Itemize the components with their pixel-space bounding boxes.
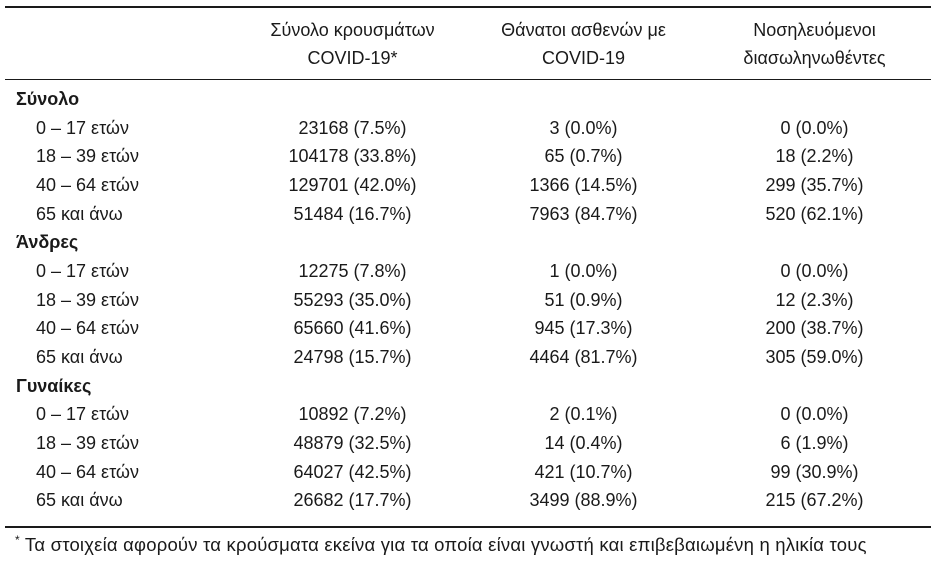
deaths-value: 945 (17.3%): [534, 318, 633, 339]
header-deaths-line2: COVID-19: [541, 48, 626, 68]
age-group-label: 40 – 64 ετών: [36, 461, 139, 482]
cases-value: 65660 (41.6%): [293, 318, 412, 339]
table-row: 18 – 39 ετών 48879 (32.5%) 14 (0.4%) 6 (…: [5, 429, 931, 458]
age-group-label: 40 – 64 ετών: [36, 318, 139, 339]
deaths-value: 1 (0.0%): [549, 260, 618, 281]
header-intubated-line2: διασωληνωθέντες: [743, 48, 886, 68]
intubated-value: 520 (62.1%): [765, 203, 864, 224]
intubated-value: 99 (30.9%): [770, 461, 859, 482]
table-row: 65 και άνω 51484 (16.7%) 7963 (84.7%) 52…: [5, 200, 931, 229]
table-row: 0 – 17 ετών 12275 (7.8%) 1 (0.0%) 0 (0.0…: [5, 257, 931, 286]
age-group-label: 65 και άνω: [36, 347, 123, 368]
table-row: 40 – 64 ετών 64027 (42.5%) 421 (10.7%) 9…: [5, 458, 931, 487]
section-header-row: Σύνολο: [5, 85, 931, 114]
footnote-asterisk-marker: *: [15, 533, 20, 548]
cases-value: 104178 (33.8%): [288, 146, 417, 167]
cases-value: 23168 (7.5%): [298, 117, 407, 138]
cases-value: 12275 (7.8%): [298, 260, 407, 281]
header-cell-cases: Σύνολο κρουσμάτων COVID-19*: [237, 16, 468, 72]
header-deaths-line1: Θάνατοι ασθενών με: [501, 20, 666, 40]
table-row: 18 – 39 ετών 104178 (33.8%) 65 (0.7%) 18…: [5, 142, 931, 171]
table-row: 40 – 64 ετών 65660 (41.6%) 945 (17.3%) 2…: [5, 315, 931, 344]
cases-value: 26682 (17.7%): [293, 490, 412, 511]
header-intubated-line1: Νοσηλευόμενοι: [753, 20, 876, 40]
deaths-value: 4464 (81.7%): [529, 347, 638, 368]
report-page: { "table": { "columns": [ { "label_line1…: [0, 6, 938, 585]
cases-value: 51484 (16.7%): [293, 203, 412, 224]
cases-value: 129701 (42.0%): [288, 174, 417, 195]
age-group-label: 18 – 39 ετών: [36, 146, 139, 167]
intubated-value: 12 (2.3%): [775, 289, 854, 310]
cases-value: 48879 (32.5%): [293, 433, 412, 454]
deaths-value: 3499 (88.9%): [529, 490, 638, 511]
deaths-value: 65 (0.7%): [544, 146, 623, 167]
section-label: Άνδρες: [16, 232, 79, 253]
intubated-value: 200 (38.7%): [765, 318, 864, 339]
age-group-label: 18 – 39 ετών: [36, 433, 139, 454]
intubated-value: 18 (2.2%): [775, 146, 854, 167]
table-body: Σύνολο 0 – 17 ετών 23168 (7.5%) 3 (0.0%)…: [5, 80, 931, 529]
header-cell-intubated: Νοσηλευόμενοι διασωληνωθέντες: [699, 16, 930, 72]
age-group-label: 0 – 17 ετών: [36, 404, 129, 425]
table-row: 0 – 17 ετών 23168 (7.5%) 3 (0.0%) 0 (0.0…: [5, 114, 931, 143]
age-group-label: 18 – 39 ετών: [36, 289, 139, 310]
intubated-value: 0 (0.0%): [780, 260, 849, 281]
table-row: 65 και άνω 24798 (15.7%) 4464 (81.7%) 30…: [5, 343, 931, 372]
intubated-value: 299 (35.7%): [765, 174, 864, 195]
section-label: Σύνολο: [16, 88, 80, 109]
cases-value: 55293 (35.0%): [293, 289, 412, 310]
table-footnote: * Τα στοιχεία αφορούν τα κρούσματα εκείνα…: [5, 533, 931, 556]
cases-value: 10892 (7.2%): [298, 404, 407, 425]
cases-value: 64027 (42.5%): [293, 461, 412, 482]
header-cases-line1: Σύνολο κρουσμάτων: [270, 20, 435, 40]
age-group-label: 65 και άνω: [36, 490, 123, 511]
section-header-row: Γυναίκες: [5, 372, 931, 401]
age-group-label: 0 – 17 ετών: [36, 260, 129, 281]
age-group-label: 40 – 64 ετών: [36, 174, 139, 195]
intubated-value: 305 (59.0%): [765, 347, 864, 368]
deaths-value: 3 (0.0%): [549, 117, 618, 138]
header-cell-deaths: Θάνατοι ασθενών με COVID-19: [468, 16, 699, 72]
deaths-value: 7963 (84.7%): [529, 203, 638, 224]
age-group-label: 65 και άνω: [36, 203, 123, 224]
covid-age-statistics-table: Σύνολο κρουσμάτων COVID-19* Θάνατοι ασθε…: [5, 6, 931, 529]
table-row: 65 και άνω 26682 (17.7%) 3499 (88.9%) 21…: [5, 487, 931, 516]
deaths-value: 1366 (14.5%): [529, 174, 638, 195]
age-group-label: 0 – 17 ετών: [36, 117, 129, 138]
intubated-value: 6 (1.9%): [780, 433, 849, 454]
intubated-value: 215 (67.2%): [765, 490, 864, 511]
table-row: 40 – 64 ετών 129701 (42.0%) 1366 (14.5%)…: [5, 171, 931, 200]
footnote-text: Τα στοιχεία αφορούν τα κρούσματα εκείνα …: [24, 534, 867, 556]
cases-value: 24798 (15.7%): [293, 347, 412, 368]
table-header-row: Σύνολο κρουσμάτων COVID-19* Θάνατοι ασθε…: [5, 8, 931, 80]
table-row: 0 – 17 ετών 10892 (7.2%) 2 (0.1%) 0 (0.0…: [5, 401, 931, 430]
deaths-value: 421 (10.7%): [534, 461, 633, 482]
section-header-row: Άνδρες: [5, 228, 931, 257]
deaths-value: 14 (0.4%): [544, 433, 623, 454]
table-row: 18 – 39 ετών 55293 (35.0%) 51 (0.9%) 12 …: [5, 286, 931, 315]
intubated-value: 0 (0.0%): [780, 117, 849, 138]
intubated-value: 0 (0.0%): [780, 404, 849, 425]
deaths-value: 51 (0.9%): [544, 289, 623, 310]
header-cases-line2: COVID-19*: [307, 48, 398, 68]
deaths-value: 2 (0.1%): [549, 404, 618, 425]
section-label: Γυναίκες: [16, 375, 92, 396]
